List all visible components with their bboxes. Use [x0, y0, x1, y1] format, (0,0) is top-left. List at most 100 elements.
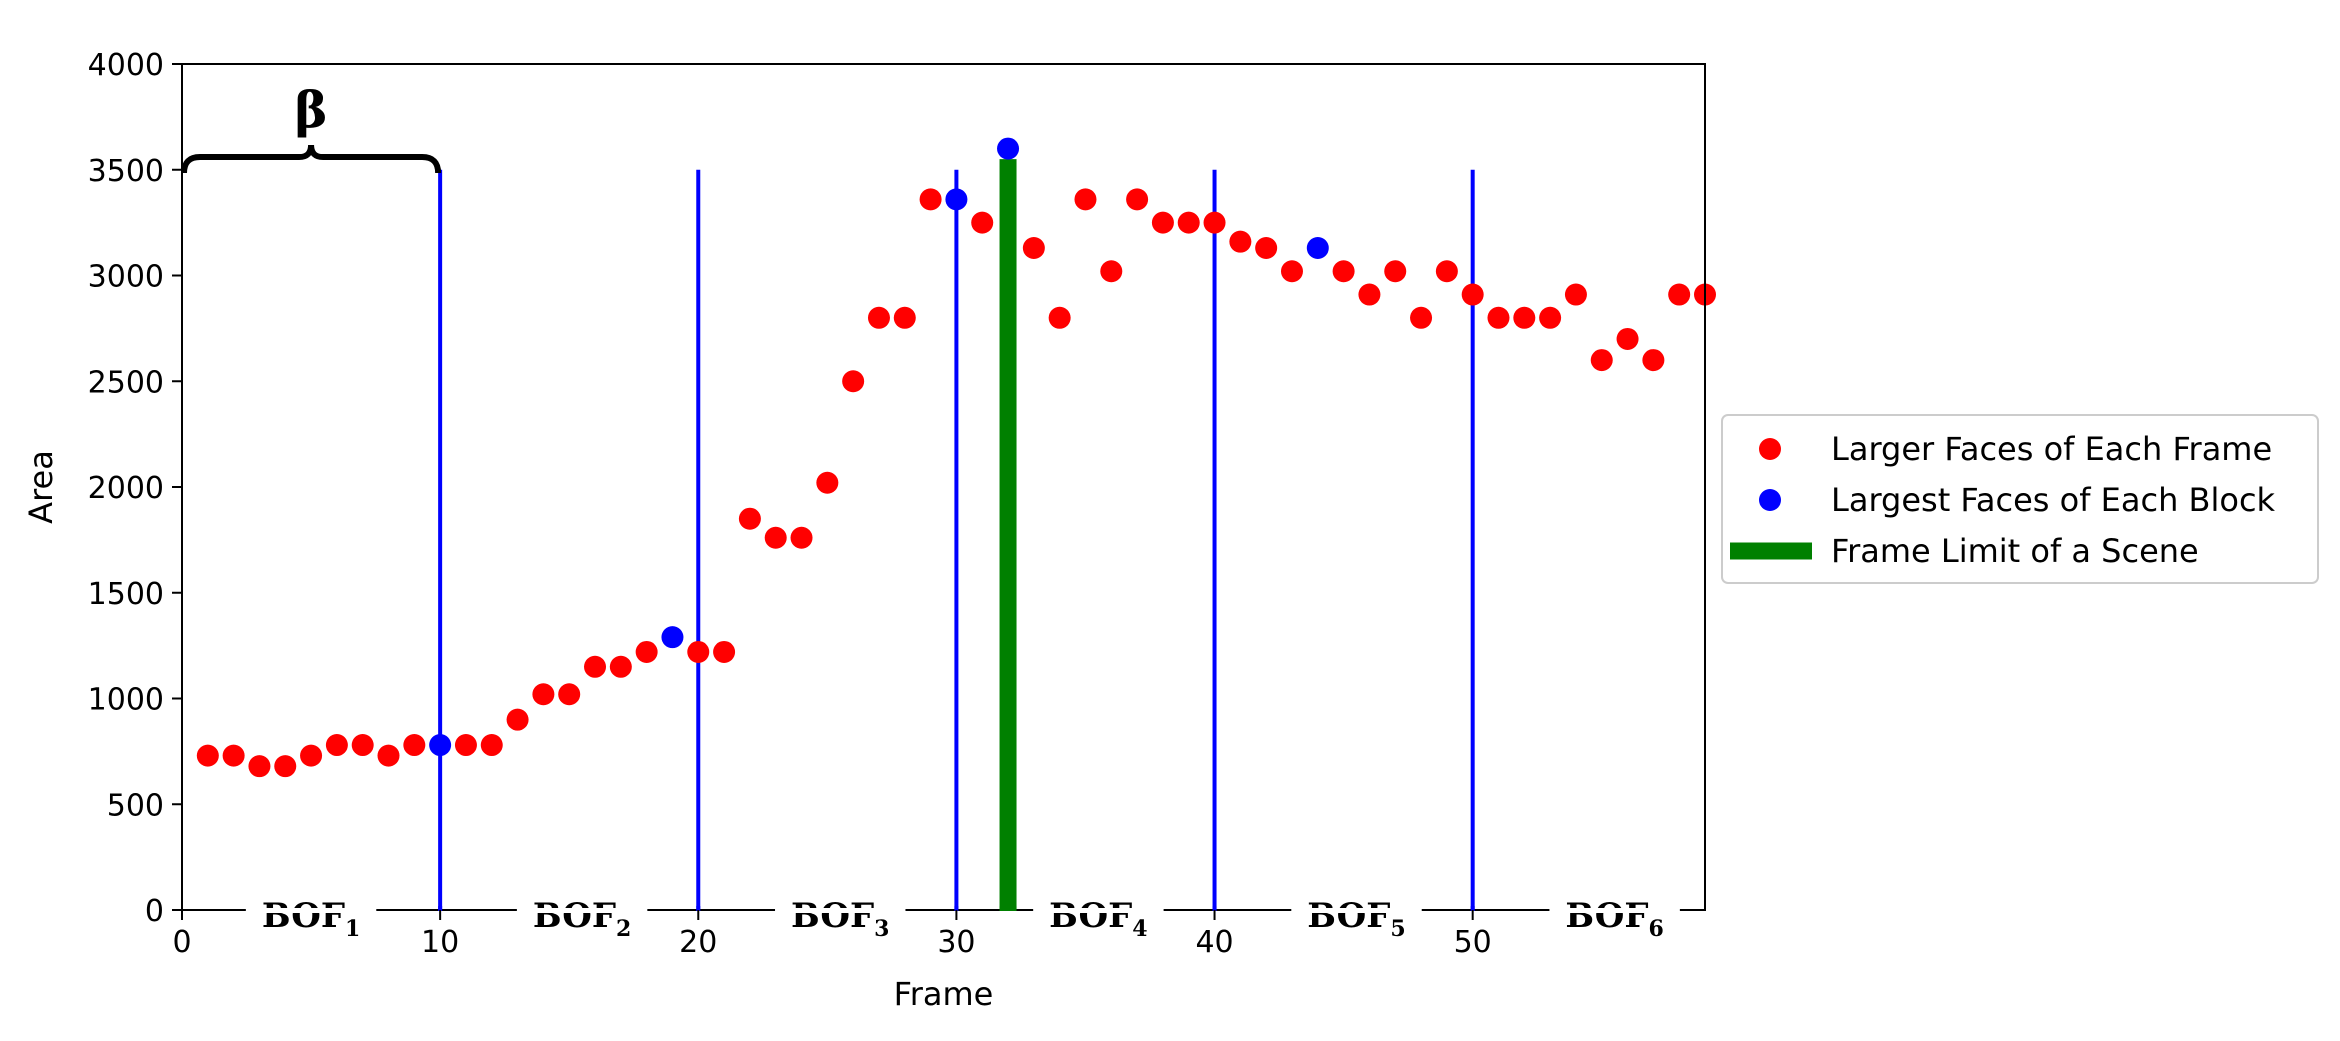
data-point — [1022, 237, 1045, 260]
legend-marker — [1759, 489, 1781, 511]
data-point — [429, 734, 452, 757]
legend-label: Frame Limit of a Scene — [1831, 532, 2199, 570]
x-tick-label: 0 — [172, 925, 191, 960]
data-point — [1280, 260, 1303, 283]
data-point — [1100, 260, 1123, 283]
legend-marker — [1759, 438, 1781, 460]
block-labels: BOF1 BOF2 BOF3 BOF4 BOF5 BOF6 — [262, 896, 1664, 942]
data-point — [1151, 211, 1174, 234]
data-point — [661, 626, 684, 649]
data-point — [1564, 283, 1587, 306]
data-point — [713, 640, 736, 663]
beta-annotation: β — [181, 80, 442, 174]
x-tick-label: 40 — [1195, 925, 1233, 960]
y-tick-label: 3000 — [88, 260, 164, 295]
y-axis-label: Area — [22, 450, 60, 524]
data-point — [1513, 306, 1536, 329]
data-point — [1487, 306, 1510, 329]
data-point — [532, 683, 555, 706]
beta-brace — [181, 144, 442, 174]
data-point — [867, 306, 890, 329]
data-point — [480, 734, 503, 757]
data-point — [1435, 260, 1458, 283]
legend-label: Larger Faces of Each Frame — [1831, 430, 2272, 468]
data-point — [945, 188, 968, 211]
data-point — [584, 655, 607, 678]
block-label-gap — [1033, 908, 1164, 913]
data-point — [893, 306, 916, 329]
data-point — [1461, 283, 1484, 306]
data-point — [997, 137, 1020, 160]
data-point — [1203, 211, 1226, 234]
data-point — [403, 734, 426, 757]
x-tick-label: 10 — [421, 925, 459, 960]
y-tick-label: 3500 — [88, 154, 164, 189]
legend-box — [1721, 414, 2319, 584]
data-point — [1616, 327, 1639, 350]
data-point — [635, 640, 658, 663]
block-label: BOF1 — [262, 896, 360, 942]
y-tick-label: 1500 — [88, 577, 164, 612]
block-label-gap — [516, 908, 648, 913]
block-label-gap — [775, 908, 906, 913]
data-point — [1384, 260, 1407, 283]
y-tick-label: 2500 — [88, 365, 164, 400]
x-axis-label: Frame — [894, 975, 994, 1013]
block-label: BOF4 — [1049, 896, 1147, 942]
data-point — [1048, 306, 1071, 329]
block-label-gap — [245, 908, 377, 913]
data-point — [816, 471, 839, 494]
axes-frame — [181, 63, 1706, 911]
y-tick-label: 1000 — [88, 683, 164, 718]
data-point — [506, 708, 529, 731]
plot-area — [196, 137, 1716, 910]
data-point — [274, 755, 297, 778]
data-point — [738, 507, 761, 530]
data-point — [1668, 283, 1691, 306]
data-point — [1306, 237, 1329, 260]
x-tick-label: 50 — [1454, 925, 1492, 960]
data-point — [248, 755, 271, 778]
y-tick-label: 4000 — [88, 48, 164, 83]
data-point — [1229, 230, 1252, 253]
block-label-gap — [1549, 908, 1680, 913]
data-point — [196, 744, 219, 767]
y-tick-label: 2000 — [88, 471, 164, 506]
data-point — [842, 370, 865, 393]
data-point — [377, 744, 400, 767]
data-point — [351, 734, 374, 757]
data-point — [971, 211, 994, 234]
data-point — [1332, 260, 1355, 283]
data-point — [558, 683, 581, 706]
data-point — [1126, 188, 1149, 211]
data-point — [790, 526, 813, 549]
legend: Larger Faces of Each Frame Largest Faces … — [1721, 414, 2319, 584]
x-tick-label: 30 — [937, 925, 975, 960]
x-tick-label: 20 — [679, 925, 717, 960]
block-label: BOF5 — [1307, 896, 1405, 942]
data-point — [687, 640, 710, 663]
data-point — [1358, 283, 1381, 306]
data-point — [1177, 211, 1200, 234]
data-point — [1074, 188, 1097, 211]
y-tick-label: 500 — [107, 788, 164, 823]
data-point — [454, 734, 477, 757]
data-point — [1255, 237, 1278, 260]
data-point — [919, 188, 942, 211]
data-point — [1590, 349, 1613, 372]
data-point — [1410, 306, 1433, 329]
data-point — [325, 734, 348, 757]
block-label-gap — [1291, 908, 1422, 913]
data-point — [764, 526, 787, 549]
block-label: BOF2 — [533, 896, 631, 942]
data-point — [1642, 349, 1665, 372]
block-label: BOF3 — [791, 896, 889, 942]
legend-label: Largest Faces of Each Block — [1831, 481, 2276, 519]
data-point — [222, 744, 245, 767]
block-label: BOF6 — [1565, 896, 1663, 942]
axes: 0 10 20 30 40 5005001000150020002500300035004… — [88, 48, 1706, 960]
y-tick-label: 0 — [145, 894, 164, 929]
beta-label: β — [294, 80, 327, 139]
data-point — [1539, 306, 1562, 329]
